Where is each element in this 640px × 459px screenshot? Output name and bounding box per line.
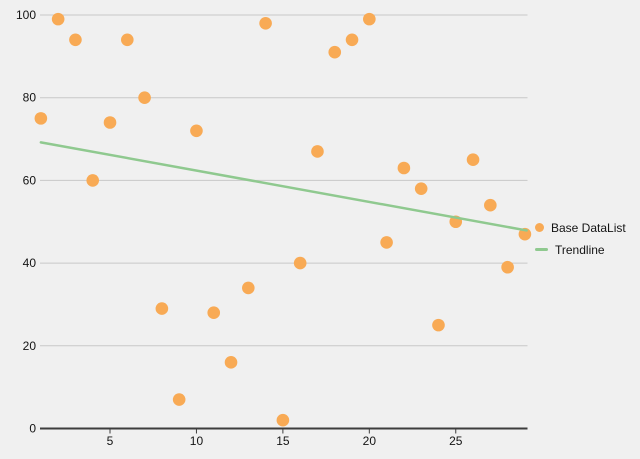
x-tick-label: 25	[449, 434, 463, 448]
scatter-point[interactable]	[363, 12, 376, 26]
scatter-point[interactable]	[484, 198, 497, 212]
scatter-point[interactable]	[397, 161, 411, 175]
scatter-point[interactable]	[172, 393, 186, 406]
scatter-point[interactable]	[328, 45, 342, 59]
scatter-point[interactable]	[224, 356, 238, 369]
scatter-point[interactable]	[293, 256, 307, 270]
scatter-point[interactable]	[276, 413, 290, 427]
trendline	[39, 141, 528, 232]
trendline-marker-icon	[535, 248, 548, 251]
x-tick-label: 5	[107, 434, 114, 448]
scatter-point[interactable]	[190, 124, 203, 138]
y-tick-label: 0	[29, 422, 36, 436]
scatter-point[interactable]	[51, 12, 65, 26]
scatter-point[interactable]	[432, 318, 445, 332]
y-tick-label: 60	[23, 173, 37, 187]
scatter-marker-icon	[535, 223, 544, 232]
scatter-point[interactable]	[155, 302, 169, 315]
scatter-point[interactable]	[311, 145, 324, 158]
scatter-point[interactable]	[207, 306, 221, 320]
scatter-point[interactable]	[345, 33, 359, 47]
x-tick-label: 15	[276, 434, 290, 448]
scatter-point[interactable]	[518, 227, 532, 241]
scatter-point[interactable]	[103, 116, 117, 129]
legend-label-trendline: Trendline	[555, 242, 605, 257]
scatter-point[interactable]	[259, 16, 272, 30]
x-tick-label: 20	[363, 434, 377, 448]
x-tick-label: 10	[190, 434, 204, 448]
scatter-point[interactable]	[414, 182, 428, 195]
legend-item-trendline[interactable]: Trendline	[535, 241, 626, 258]
legend: Base DataList Trendline	[535, 219, 626, 258]
scatter-point[interactable]	[501, 260, 514, 274]
y-tick-label: 100	[16, 8, 36, 22]
scatter-point[interactable]	[138, 91, 151, 104]
scatter-point[interactable]	[380, 236, 393, 249]
y-tick-label: 20	[23, 339, 37, 353]
scatter-point[interactable]	[121, 33, 134, 47]
scatter-point[interactable]	[466, 153, 480, 167]
y-tick-label: 40	[23, 256, 37, 270]
scatter-point[interactable]	[86, 174, 100, 187]
y-tick-label: 80	[23, 91, 37, 105]
legend-label-base-datalist: Base DataList	[551, 220, 626, 235]
scatter-point[interactable]	[34, 112, 48, 125]
scatter-point[interactable]	[242, 281, 255, 295]
scatter-point[interactable]	[69, 33, 82, 47]
legend-item-base-datalist[interactable]: Base DataList	[535, 219, 626, 236]
